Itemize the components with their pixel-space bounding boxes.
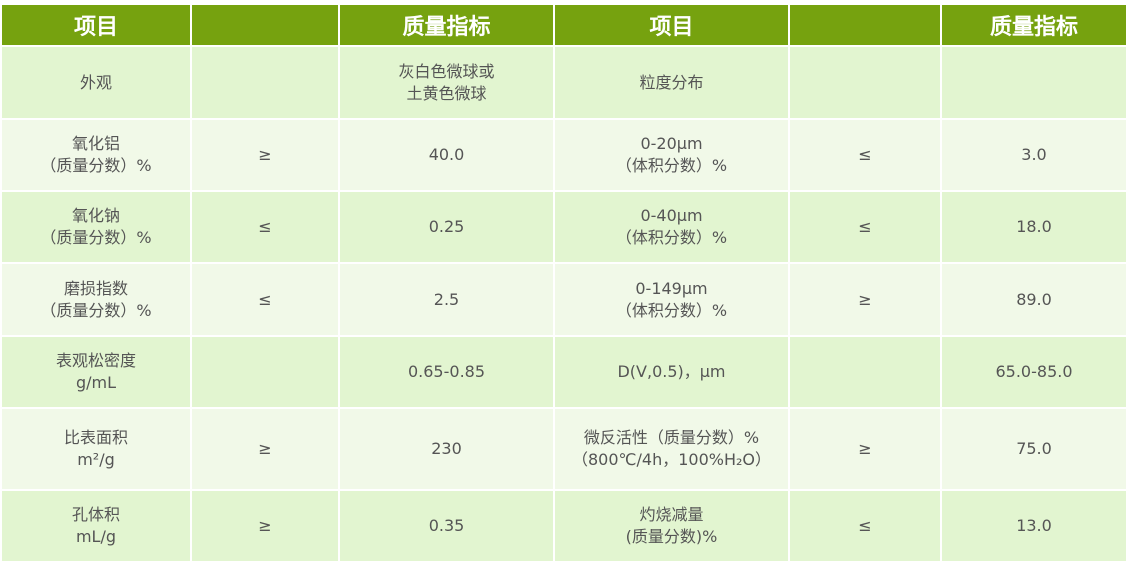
cell-value: 0.35 (338, 489, 555, 563)
header-item-2: 项目 (553, 3, 790, 47)
cell-value: 230 (338, 407, 555, 491)
cell-item: 氧化钠 （质量分数）% (0, 190, 192, 264)
cell-op-2: ≥ (788, 262, 942, 337)
cell-value: 灰白色微球或 土黄色微球 (338, 45, 555, 120)
table-row: 氧化钠 （质量分数）% ≤0.25 0-40μm （体积分数）% ≤18.0 (0, 190, 1126, 264)
cell-value: 0.65-0.85 (338, 335, 555, 409)
cell-item-2: 微反活性（质量分数）% （800℃/4h，100%H₂O） (553, 407, 790, 491)
cell-value-2: 75.0 (940, 407, 1126, 491)
cell-item: 比表面积 m²/g (0, 407, 192, 491)
cell-item: 表观松密度 g/mL (0, 335, 192, 409)
header-blank-2 (788, 3, 942, 47)
header-quality-index-2: 质量指标 (940, 3, 1126, 47)
cell-op: ≥ (190, 407, 340, 491)
cell-value: 40.0 (338, 118, 555, 192)
cell-item-2: 粒度分布 (553, 45, 790, 120)
cell-op-2 (788, 335, 942, 409)
cell-op (190, 335, 340, 409)
cell-item: 氧化铝 （质量分数）% (0, 118, 192, 192)
cell-item-2: 0-20μm （体积分数）% (553, 118, 790, 192)
specification-table: 项目 质量指标 项目 质量指标 外观 灰白色微球或 土黄色微球 粒度分布 氧化铝 （质… (0, 3, 1126, 563)
table-row: 表观松密度 g/mL 0.65-0.85 D(V,0.5)，μm 65.0-85.0 (0, 335, 1126, 409)
table-row: 氧化铝 （质量分数）% ≥40.0 0-20μm （体积分数）% ≤3.0 (0, 118, 1126, 192)
cell-item: 孔体积 mL/g (0, 489, 192, 563)
cell-op-2 (788, 45, 942, 120)
table-row: 比表面积 m²/g ≥230 微反活性（质量分数）% （800℃/4h，100%H₂… (0, 407, 1126, 491)
cell-value-2 (940, 45, 1126, 120)
cell-item: 外观 (0, 45, 192, 120)
cell-op-2: ≤ (788, 190, 942, 264)
cell-op: ≥ (190, 489, 340, 563)
cell-item-2: 0-149μm （体积分数）% (553, 262, 790, 337)
cell-value-2: 89.0 (940, 262, 1126, 337)
header-blank (190, 3, 340, 47)
cell-item-2: D(V,0.5)，μm (553, 335, 790, 409)
cell-item-2: 灼烧减量 (质量分数)% (553, 489, 790, 563)
cell-op: ≥ (190, 118, 340, 192)
cell-value-2: 13.0 (940, 489, 1126, 563)
table-row: 磨损指数 （质量分数）% ≤2.5 0-149μm （体积分数）% ≥89.0 (0, 262, 1126, 337)
cell-value: 2.5 (338, 262, 555, 337)
cell-op: ≤ (190, 190, 340, 264)
cell-value-2: 65.0-85.0 (940, 335, 1126, 409)
cell-op-2: ≤ (788, 118, 942, 192)
cell-value: 0.25 (338, 190, 555, 264)
table-row: 孔体积 mL/g ≥0.35 灼烧减量 (质量分数)% ≤13.0 (0, 489, 1126, 563)
header-quality-index: 质量指标 (338, 3, 555, 47)
header-row: 项目 质量指标 项目 质量指标 (0, 3, 1126, 47)
cell-item-2: 0-40μm （体积分数）% (553, 190, 790, 264)
cell-value-2: 3.0 (940, 118, 1126, 192)
cell-value-2: 18.0 (940, 190, 1126, 264)
table-row: 外观 灰白色微球或 土黄色微球 粒度分布 (0, 45, 1126, 120)
cell-op-2: ≤ (788, 489, 942, 563)
cell-op: ≤ (190, 262, 340, 337)
header-item: 项目 (0, 3, 192, 47)
cell-item: 磨损指数 （质量分数）% (0, 262, 192, 337)
cell-op-2: ≥ (788, 407, 942, 491)
cell-op (190, 45, 340, 120)
